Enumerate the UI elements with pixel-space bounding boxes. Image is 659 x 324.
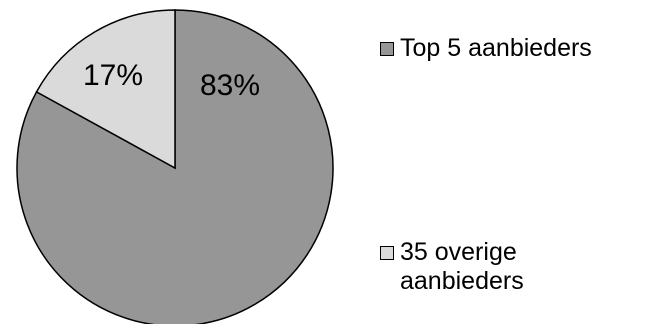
- pie-data-label-1: 17%: [83, 59, 143, 92]
- pie-slices: [16, 9, 334, 324]
- pie-data-label-0: 83%: [200, 69, 260, 102]
- pie-data-labels: 83% 17%: [83, 59, 260, 102]
- legend-entry-top5: Top 5 aanbieders: [380, 34, 592, 63]
- legend-swatch-top5: [380, 42, 394, 56]
- legend-swatch-others: [380, 246, 394, 260]
- pie-slice-1: [35, 9, 176, 170]
- legend-label-top5: Top 5 aanbieders: [400, 34, 592, 62]
- legend-entry-others: 35 overige aanbieders: [380, 238, 524, 296]
- legend-label-others: 35 overige aanbieders: [400, 238, 524, 295]
